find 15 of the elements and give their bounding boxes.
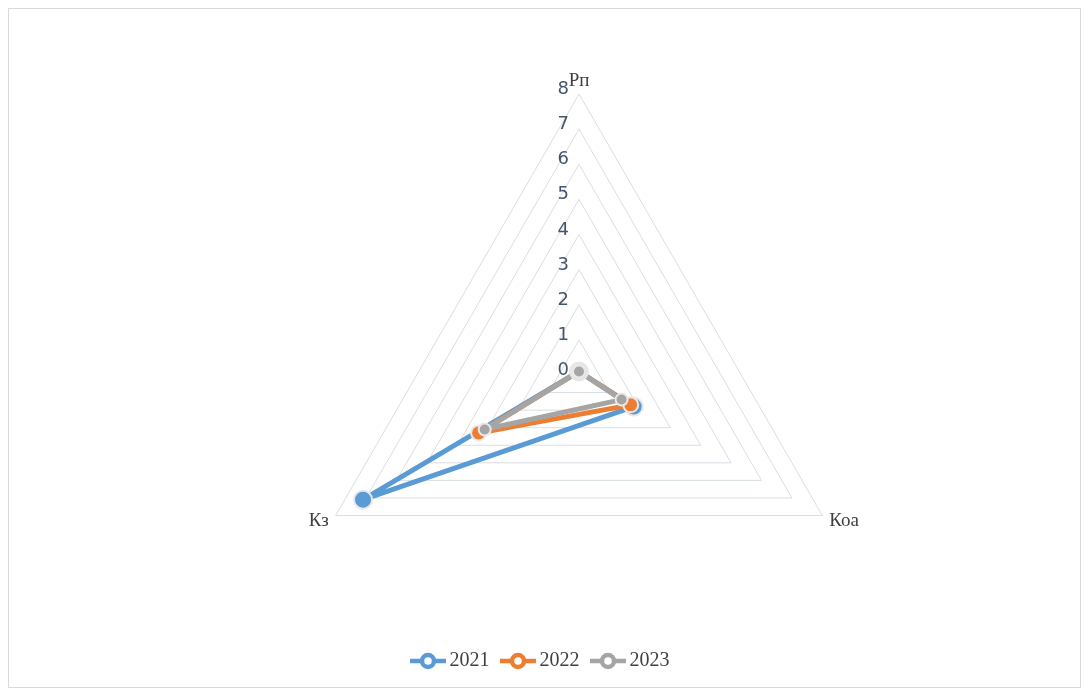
legend-label: 2023 [629, 647, 670, 670]
y-tick-label: 4 [557, 217, 569, 239]
y-tick-label: 3 [557, 252, 569, 274]
spoke-label: Коа [829, 509, 860, 531]
legend-label: 2021 [449, 647, 490, 670]
y-tick-label: 8 [557, 77, 569, 98]
y-tick-label: 0 [557, 358, 569, 379]
y-tick-label: 1 [557, 322, 569, 344]
legend-label: 2022 [539, 647, 580, 670]
y-tick-label: 2 [557, 287, 569, 309]
y-tick-label: 7 [557, 112, 569, 134]
y-tick-label: 5 [557, 182, 569, 204]
spoke-label: Рп [568, 69, 590, 90]
y-tick-label: 6 [557, 147, 569, 169]
spoke-label: Кз [308, 509, 329, 531]
